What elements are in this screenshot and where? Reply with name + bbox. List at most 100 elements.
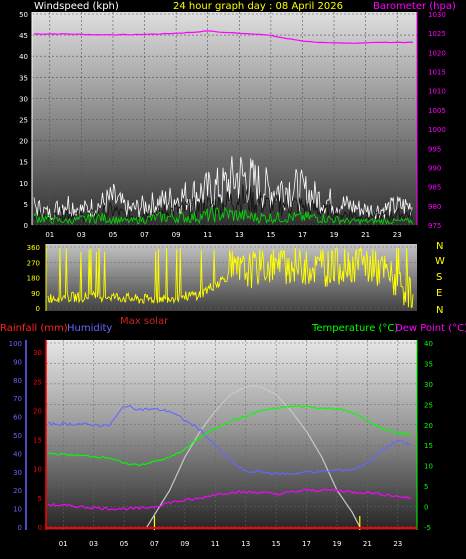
rainfall-y-tick-label: 5 xyxy=(38,495,42,503)
wind-x-tick-label: 17 xyxy=(298,231,307,239)
rainfall-y-tick-label: 25 xyxy=(33,378,42,386)
temperature-y-tick-label: 0 xyxy=(424,504,428,512)
rainfall-y-tick-label: 0 xyxy=(38,524,42,532)
wind-y-tick-label: 20 xyxy=(19,138,28,146)
wind-x-tick-label: 21 xyxy=(361,231,370,239)
temperature-y-tick-label: 10 xyxy=(424,463,433,471)
wind-x-tick-label: 01 xyxy=(45,231,54,239)
wind-x-tick-label: 11 xyxy=(203,231,212,239)
barometer-y-tick-label: 1005 xyxy=(428,107,446,115)
wind-lull-line xyxy=(33,206,414,226)
temperature-y-tick-label: 15 xyxy=(424,442,433,450)
rainfall-y-tick-label: 15 xyxy=(33,437,42,445)
wind-y-tick-label: 25 xyxy=(19,117,28,125)
wind-y-tick-label: 45 xyxy=(19,32,28,40)
humidity-y-tick-label: 100 xyxy=(9,340,22,348)
wind-x-tick-label: 19 xyxy=(330,231,339,239)
compass-n-bottom: N xyxy=(436,305,443,316)
wind-x-tick-label: 09 xyxy=(172,231,181,239)
dew-point-line xyxy=(47,488,412,511)
temperature-y-tick-label: 35 xyxy=(424,360,433,368)
wind-y-tick-label: 40 xyxy=(19,53,28,61)
humidity-y-tick-label: 20 xyxy=(13,487,22,495)
humidity-y-tick-label: 0 xyxy=(18,524,22,532)
humidity-y-tick-label: 60 xyxy=(13,414,22,422)
max-solar-curve xyxy=(146,384,361,528)
humidity-axis-label: Humidity xyxy=(67,323,112,334)
humidity-line xyxy=(48,404,412,476)
barometer-y-tick-label: 980 xyxy=(428,203,441,211)
max-solar-label: Max solar xyxy=(120,316,169,327)
humidity-y-tick-label: 10 xyxy=(13,506,22,514)
temperature-x-tick-label: 23 xyxy=(393,540,402,548)
temperature-y-tick-label: 40 xyxy=(424,340,433,348)
temperature-x-tick-label: 21 xyxy=(363,540,372,548)
temperature-x-tick-label: 09 xyxy=(180,540,189,548)
wind-x-tick-label: 15 xyxy=(266,231,275,239)
rainfall-axis-label: Rainfall (mm) xyxy=(0,323,68,334)
wind-x-tick-label: 13 xyxy=(235,231,244,239)
temperature-y-tick-label: 5 xyxy=(424,483,428,491)
barometer-line xyxy=(33,30,414,44)
wind-y-tick-label: 10 xyxy=(19,180,28,188)
wind-direction-line xyxy=(47,247,414,308)
wind-x-tick-label: 23 xyxy=(393,231,402,239)
wind-x-tick-label: 07 xyxy=(140,231,149,239)
direction-y-tick-label: 90 xyxy=(31,290,40,298)
temperature-x-tick-label: 07 xyxy=(150,540,159,548)
barometer-y-tick-label: 1020 xyxy=(428,49,446,57)
barometer-y-tick-label: 1010 xyxy=(428,88,446,96)
rainfall-y-tick-label: 10 xyxy=(33,466,42,474)
temperature-line xyxy=(47,404,412,467)
humidity-y-tick-label: 90 xyxy=(13,358,22,366)
barometer-y-tick-label: 990 xyxy=(428,164,441,172)
wind-y-tick-label: 5 xyxy=(24,201,28,209)
barometer-y-tick-label: 985 xyxy=(428,184,441,192)
humidity-y-tick-label: 50 xyxy=(13,432,22,440)
temperature-x-tick-label: 17 xyxy=(302,540,311,548)
direction-y-tick-label: 180 xyxy=(27,275,40,283)
temperature-x-tick-label: 05 xyxy=(120,540,129,548)
chart-marks xyxy=(33,30,417,530)
rainfall-y-tick-label: 20 xyxy=(33,407,42,415)
barometer-y-tick-label: 975 xyxy=(428,222,441,230)
barometer-y-tick-label: 1015 xyxy=(428,69,446,77)
compass-n-top: N xyxy=(436,241,443,252)
temperature-x-tick-label: 01 xyxy=(59,540,68,548)
wind-x-tick-label: 05 xyxy=(108,231,117,239)
temperature-y-tick-label: 25 xyxy=(424,401,433,409)
wind-y-tick-label: 50 xyxy=(19,11,28,19)
humidity-y-tick-label: 30 xyxy=(13,469,22,477)
direction-y-tick-label: 270 xyxy=(27,259,40,267)
wind-y-tick-label: 30 xyxy=(19,95,28,103)
temperature-x-tick-label: 11 xyxy=(211,540,220,548)
temperature-y-tick-label: -5 xyxy=(424,524,431,532)
temperature-x-tick-label: 15 xyxy=(272,540,281,548)
humidity-y-tick-label: 40 xyxy=(13,450,22,458)
wind-y-tick-label: 15 xyxy=(19,159,28,167)
temperature-grid: -505101520253035400102030405060708090100… xyxy=(9,340,433,548)
barometer-y-tick-label: 1025 xyxy=(428,30,446,38)
wind-plot-area xyxy=(32,12,417,225)
wind-y-tick-label: 0 xyxy=(24,222,28,230)
barometer-axis-label: Barometer (hpa) xyxy=(373,1,456,12)
barometer-y-tick-label: 1030 xyxy=(428,11,446,19)
wind-y-tick-label: 35 xyxy=(19,74,28,82)
dew-point-axis-label: Dew Point (°C) xyxy=(395,323,466,334)
temperature-y-tick-label: 20 xyxy=(424,422,433,430)
direction-y-tick-label: 360 xyxy=(27,244,40,252)
chart-title: 24 hour graph day : 08 April 2026 xyxy=(173,1,343,12)
humidity-y-tick-label: 80 xyxy=(13,377,22,385)
temperature-plot-area xyxy=(46,340,417,530)
barometer-y-tick-label: 995 xyxy=(428,145,441,153)
wind-x-tick-label: 03 xyxy=(77,231,86,239)
temperature-x-tick-label: 19 xyxy=(332,540,341,548)
barometer-y-tick-label: 1000 xyxy=(428,126,446,134)
rainfall-y-tick-label: 30 xyxy=(33,349,42,357)
compass-e: E xyxy=(436,288,442,299)
compass-w: W xyxy=(435,256,445,267)
compass-s: S xyxy=(436,272,442,283)
temperature-x-tick-label: 03 xyxy=(89,540,98,548)
direction-y-tick-label: 0 xyxy=(36,305,40,313)
